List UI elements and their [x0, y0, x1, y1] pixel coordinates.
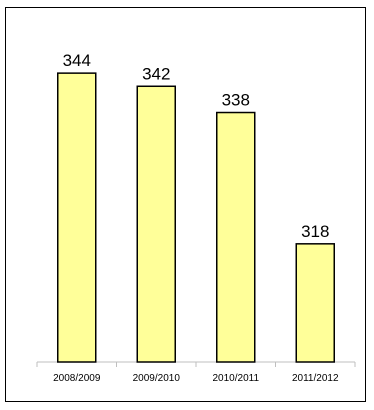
x-axis-ticks: [36, 362, 356, 367]
x-tick-labels-group: 2008/2009 2009/2010 2010/2011 2011/2012: [53, 373, 339, 384]
x-tick-label: 2008/2009: [53, 373, 101, 384]
bars-group: [57, 72, 335, 363]
data-label: 338: [222, 91, 250, 110]
bar: [136, 85, 176, 363]
data-label: 342: [142, 64, 170, 83]
bar: [57, 72, 97, 363]
data-label: 344: [63, 51, 91, 70]
data-label: 318: [301, 222, 329, 241]
bar: [216, 111, 256, 363]
x-tick-label: 2011/2012: [292, 373, 339, 384]
x-tick-label: 2010/2011: [212, 373, 259, 384]
x-tick-label: 2009/2010: [133, 373, 181, 384]
bar: [295, 243, 335, 363]
data-labels-group: 344 342 338 318: [63, 51, 330, 241]
